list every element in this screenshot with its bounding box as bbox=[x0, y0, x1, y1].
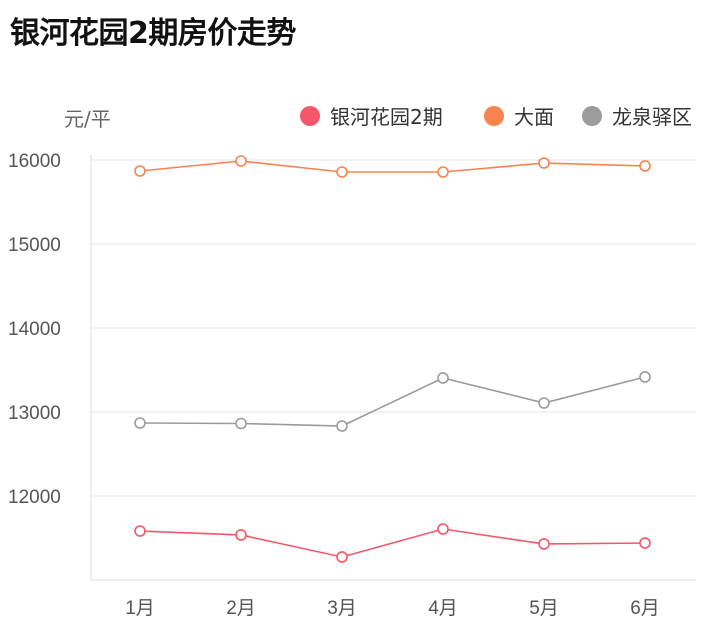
x-tick-label: 3月 bbox=[327, 598, 357, 619]
series-line bbox=[139, 376, 646, 427]
data-point bbox=[336, 420, 348, 432]
data-point bbox=[235, 417, 247, 430]
series-line bbox=[139, 528, 646, 558]
data-point bbox=[437, 372, 449, 384]
data-point bbox=[336, 551, 348, 563]
x-tick-label: 2月 bbox=[226, 598, 256, 619]
x-tick-label: 5月 bbox=[529, 598, 559, 619]
data-point bbox=[437, 523, 449, 535]
data-point bbox=[235, 155, 247, 167]
data-point bbox=[134, 417, 146, 429]
data-point bbox=[538, 538, 550, 550]
y-tick-label: 15000 bbox=[8, 235, 61, 256]
legend-label: 龙泉驿区 bbox=[612, 105, 692, 129]
y-tick-label: 13000 bbox=[8, 403, 61, 424]
data-point bbox=[538, 157, 550, 169]
x-tick-label: 1月 bbox=[125, 598, 155, 619]
legend-marker-icon bbox=[484, 106, 504, 126]
y-tick-label: 12000 bbox=[8, 487, 61, 508]
series-line bbox=[139, 160, 646, 173]
legend-marker-icon bbox=[582, 106, 602, 126]
data-point bbox=[134, 525, 146, 537]
legend-label: 银河花园2期 bbox=[330, 105, 443, 129]
data-point bbox=[639, 160, 651, 172]
data-point bbox=[639, 371, 651, 383]
x-tick-label: 6月 bbox=[630, 598, 660, 619]
x-tick-label: 4月 bbox=[428, 598, 458, 619]
chart-title: 银河花园2期房价走势 bbox=[10, 16, 296, 51]
data-point bbox=[437, 166, 449, 178]
data-point bbox=[336, 166, 348, 178]
data-point bbox=[639, 537, 651, 549]
y-tick-label: 14000 bbox=[8, 319, 61, 340]
legend-marker-icon bbox=[300, 106, 320, 126]
data-point bbox=[235, 529, 247, 541]
legend-label: 大面 bbox=[514, 105, 554, 129]
y-tick-label: 16000 bbox=[8, 151, 61, 172]
y-axis-unit: 元/平 bbox=[64, 107, 111, 131]
data-point bbox=[134, 165, 146, 177]
data-point bbox=[538, 397, 550, 409]
